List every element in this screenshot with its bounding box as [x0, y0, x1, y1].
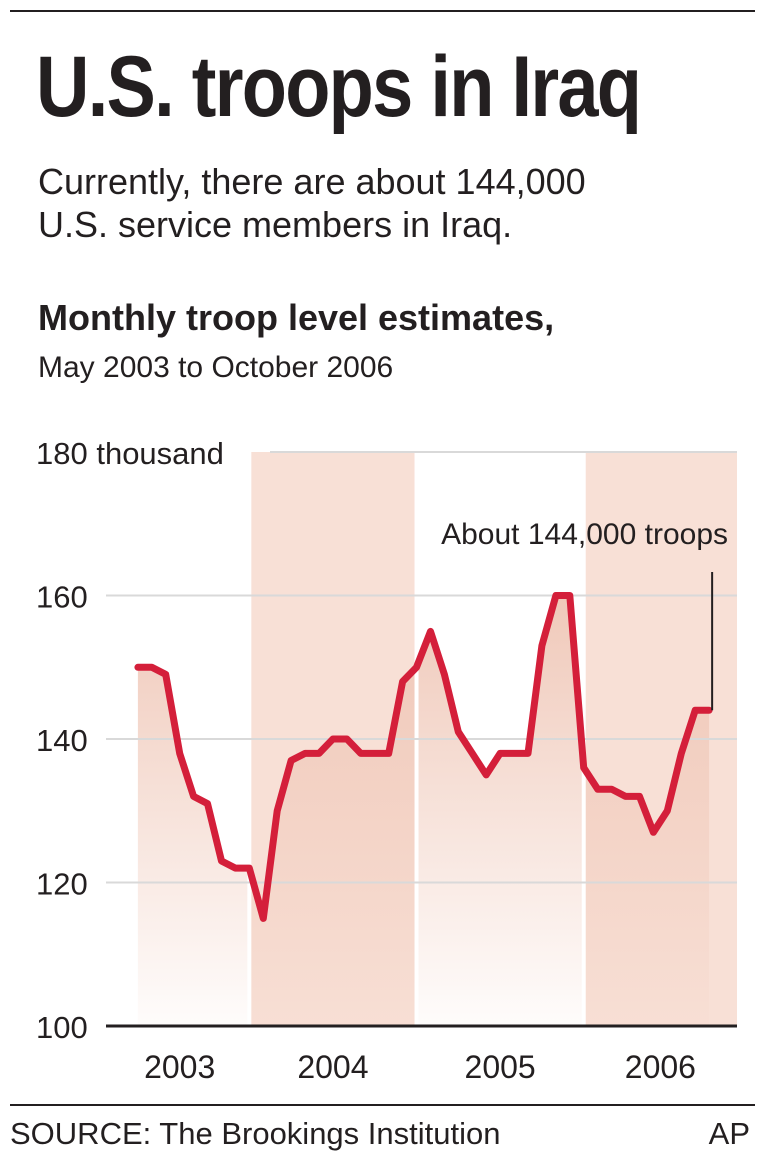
- x-tick-label-2006: 2006: [625, 1049, 696, 1085]
- y-tick-label-160: 160: [36, 580, 88, 615]
- y-tick-label-180: 180 thousand: [36, 436, 224, 471]
- x-tick-label-2004: 2004: [297, 1049, 368, 1085]
- chart-subheading: May 2003 to October 2006: [38, 351, 394, 384]
- x-tick-label-2005: 2005: [465, 1049, 536, 1085]
- troop-area: [137, 595, 710, 1026]
- page-title: U.S. troops in Iraq: [36, 39, 642, 135]
- chart-heading: Monthly troop level estimates,: [38, 297, 555, 338]
- credit-note: AP: [708, 1116, 750, 1151]
- source-note: SOURCE: The Brookings Institution: [10, 1116, 501, 1151]
- x-tick-label-2003: 2003: [144, 1049, 215, 1085]
- top-rule: [10, 10, 755, 12]
- troop-level-chart: 100 120 140 160 180 thousand 2003 2004 2005 2006…: [36, 436, 737, 1085]
- y-tick-label-120: 120: [36, 867, 88, 902]
- troop-level-line: [134, 592, 713, 922]
- subtitle-line-1: Currently, there are about 144,000: [38, 161, 586, 202]
- annotation-label: About 144,000 troops: [441, 518, 728, 551]
- y-tick-label-140: 140: [36, 723, 88, 758]
- bottom-rule: [10, 1104, 755, 1106]
- y-tick-label-100: 100: [36, 1010, 88, 1045]
- subtitle-line-2: U.S. service members in Iraq.: [38, 204, 513, 246]
- subtitle: Currently, there are about 144,000 U.S. …: [38, 160, 586, 246]
